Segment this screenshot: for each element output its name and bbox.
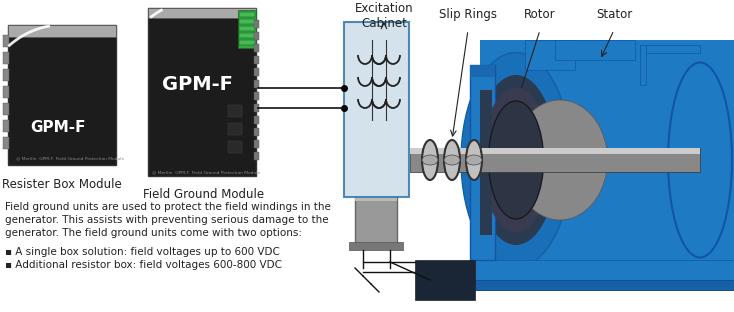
Bar — [3, 35, 9, 47]
Bar — [3, 137, 9, 149]
Bar — [470, 280, 734, 290]
Bar — [148, 8, 256, 18]
Bar — [525, 40, 575, 70]
Ellipse shape — [422, 140, 438, 180]
Ellipse shape — [466, 140, 482, 180]
Bar — [254, 128, 259, 136]
Bar — [239, 19, 255, 24]
Bar — [410, 148, 700, 172]
Bar — [344, 22, 409, 197]
Bar — [254, 104, 259, 112]
Bar — [228, 123, 242, 135]
Text: ▪ Additional resistor box: field voltages 600-800 VDC: ▪ Additional resistor box: field voltage… — [5, 260, 282, 270]
Bar — [254, 20, 259, 28]
Bar — [480, 40, 734, 280]
Ellipse shape — [461, 52, 571, 267]
Ellipse shape — [466, 155, 482, 165]
Bar — [349, 242, 403, 250]
Bar — [238, 10, 256, 48]
Ellipse shape — [512, 100, 608, 220]
Bar — [239, 33, 255, 38]
Bar — [555, 40, 635, 60]
Bar — [254, 116, 259, 124]
Bar — [355, 197, 397, 247]
Ellipse shape — [422, 155, 438, 165]
Bar — [239, 40, 255, 45]
Text: generator. This assists with preventing serious damage to the: generator. This assists with preventing … — [5, 215, 329, 225]
Bar — [3, 69, 9, 81]
Bar — [228, 105, 242, 117]
Bar — [254, 44, 259, 52]
Bar — [254, 80, 259, 88]
Bar — [228, 141, 242, 153]
Ellipse shape — [475, 75, 557, 245]
Ellipse shape — [668, 62, 732, 257]
Bar — [8, 25, 116, 165]
Bar — [470, 65, 495, 77]
Text: @ Merilin  GPM-F  Field Ground Protection Module: @ Merilin GPM-F Field Ground Protection … — [16, 156, 124, 160]
Text: Resister Box Module: Resister Box Module — [2, 178, 122, 191]
Ellipse shape — [444, 155, 460, 165]
Bar — [254, 140, 259, 148]
Bar — [254, 68, 259, 76]
Ellipse shape — [482, 87, 550, 232]
Bar — [355, 197, 397, 201]
Bar — [239, 12, 255, 17]
Bar — [148, 8, 256, 176]
Text: Excitation
Cabinet: Excitation Cabinet — [355, 2, 413, 30]
Text: Field Ground Module: Field Ground Module — [143, 188, 264, 201]
Bar — [640, 45, 700, 53]
Bar — [415, 260, 475, 300]
Bar — [3, 103, 9, 115]
Bar — [8, 25, 116, 37]
Bar — [254, 152, 259, 160]
Bar — [239, 26, 255, 31]
Bar — [470, 65, 495, 260]
Bar — [410, 148, 700, 154]
Text: Rotor: Rotor — [524, 8, 556, 21]
Bar — [254, 32, 259, 40]
Text: Slip Rings: Slip Rings — [439, 8, 497, 21]
Bar — [254, 92, 259, 100]
Bar — [470, 260, 734, 290]
Bar — [640, 45, 646, 85]
Ellipse shape — [489, 101, 543, 219]
Bar — [254, 56, 259, 64]
Text: @ Merilin  GPM-F  Field Ground Protection Module: @ Merilin GPM-F Field Ground Protection … — [152, 170, 261, 174]
Text: GPM-F: GPM-F — [162, 76, 233, 95]
Text: generator. The field ground units come with two options:: generator. The field ground units come w… — [5, 228, 302, 238]
Bar — [3, 86, 9, 98]
Bar — [3, 52, 9, 64]
Ellipse shape — [444, 140, 460, 180]
Bar — [480, 90, 492, 235]
Text: ▪ A single box solution: field voltages up to 600 VDC: ▪ A single box solution: field voltages … — [5, 247, 280, 257]
Text: GPM-F: GPM-F — [30, 120, 85, 135]
Text: Field ground units are used to protect the field windings in the: Field ground units are used to protect t… — [5, 202, 331, 212]
Bar — [3, 120, 9, 132]
Text: Stator: Stator — [596, 8, 632, 21]
